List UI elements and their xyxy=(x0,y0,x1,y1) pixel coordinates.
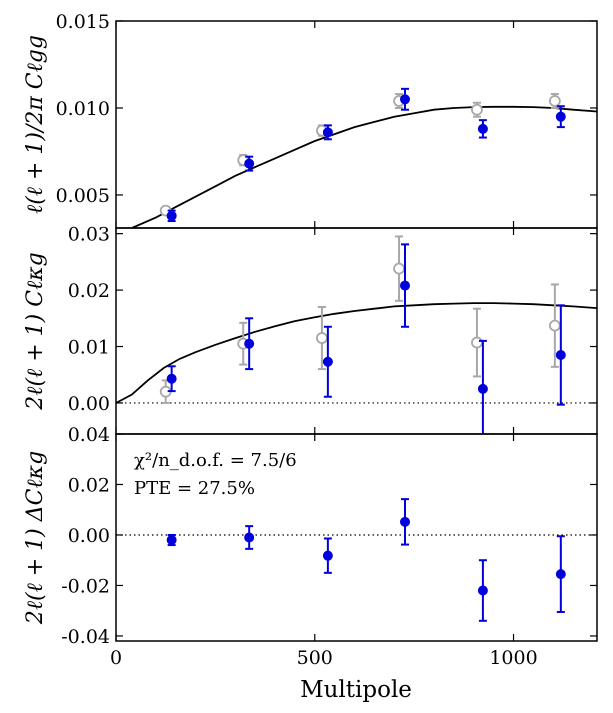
y-tick-label: -0.02 xyxy=(61,575,110,597)
panel-kg: 0.00 0.01 0.02 0.03 2ℓ(ℓ + 1) Cℓκg xyxy=(23,224,598,435)
gray-point xyxy=(548,95,561,107)
gray-point xyxy=(548,319,561,332)
blue-point xyxy=(166,535,177,546)
y-tick-label: 0.015 xyxy=(56,11,110,33)
blue-point xyxy=(477,585,488,596)
panel-marks xyxy=(116,235,597,434)
panel-frame xyxy=(115,433,598,642)
blue-point xyxy=(322,550,333,561)
pte-annotation: PTE = 27.5% xyxy=(134,478,255,499)
y-tick-label: 0.02 xyxy=(68,280,110,302)
y-tick-label: 0.00 xyxy=(68,393,110,415)
blue-point xyxy=(399,94,410,105)
blue-point xyxy=(477,123,488,134)
gray-point xyxy=(393,262,405,275)
y-ticks: 0.00 0.01 0.02 0.03 xyxy=(68,224,597,434)
blue-point xyxy=(399,516,410,527)
x-ticks: 0 500 1000 xyxy=(110,647,538,669)
blue-point xyxy=(322,127,333,138)
y-axis-label-gg: ℓ(ℓ + 1)/2π Cℓgg xyxy=(23,35,48,214)
blue-point xyxy=(166,373,177,384)
x-tick-label: 0 xyxy=(110,647,122,669)
panel-residual: -0.04 -0.02 0.00 0.02 0.04 2ℓ(ℓ + 1) ΔCℓκg χ… xyxy=(23,424,598,648)
y-tick-label: -0.04 xyxy=(61,626,110,648)
gray-point xyxy=(316,332,328,344)
x-axis-label: Multipole xyxy=(300,677,412,703)
chi2-annotation: χ²/n_d.o.f. = 7.5/6 xyxy=(134,450,297,471)
panel-marks xyxy=(116,498,597,622)
y-tick-label: 0.04 xyxy=(68,424,110,446)
blue-point xyxy=(477,383,488,394)
clipped-marks xyxy=(116,235,597,434)
blue-point xyxy=(322,356,333,367)
blue-point xyxy=(399,280,410,291)
x-tick-label: 1000 xyxy=(489,647,537,669)
y-ticks: 0.005 0.010 0.015 xyxy=(56,11,597,228)
blue-point xyxy=(555,569,566,580)
y-tick-label: 0.005 xyxy=(56,185,110,207)
y-ticks: -0.04 -0.02 0.00 0.02 0.04 xyxy=(61,424,597,648)
panel-marks xyxy=(131,87,597,228)
blue-point xyxy=(555,349,566,360)
y-tick-label: 0.02 xyxy=(68,474,110,496)
y-axis-label-kg: 2ℓ(ℓ + 1) Cℓκg xyxy=(23,252,48,410)
gray-point xyxy=(471,103,483,116)
blue-point xyxy=(244,338,255,349)
y-tick-label: 0.03 xyxy=(68,224,110,246)
model-curve xyxy=(116,302,597,404)
y-tick-label: 0.010 xyxy=(56,98,110,120)
blue-point xyxy=(555,111,566,122)
gray-point xyxy=(471,336,483,349)
clipped-marks xyxy=(116,498,597,622)
panel-gg: 0.005 0.010 0.015 ℓ(ℓ + 1)/2π Cℓgg xyxy=(23,11,598,229)
x-tick-label: 500 xyxy=(297,647,333,669)
blue-point xyxy=(166,210,177,221)
panel-frame xyxy=(115,20,598,229)
clipped-marks xyxy=(131,87,597,228)
y-tick-label: 0.01 xyxy=(68,337,110,359)
blue-point xyxy=(244,532,255,543)
y-axis-label-residual: 2ℓ(ℓ + 1) ΔCℓκg xyxy=(23,451,48,625)
y-tick-label: 0.00 xyxy=(68,525,110,547)
blue-point xyxy=(244,158,255,169)
model-curve xyxy=(131,105,597,228)
